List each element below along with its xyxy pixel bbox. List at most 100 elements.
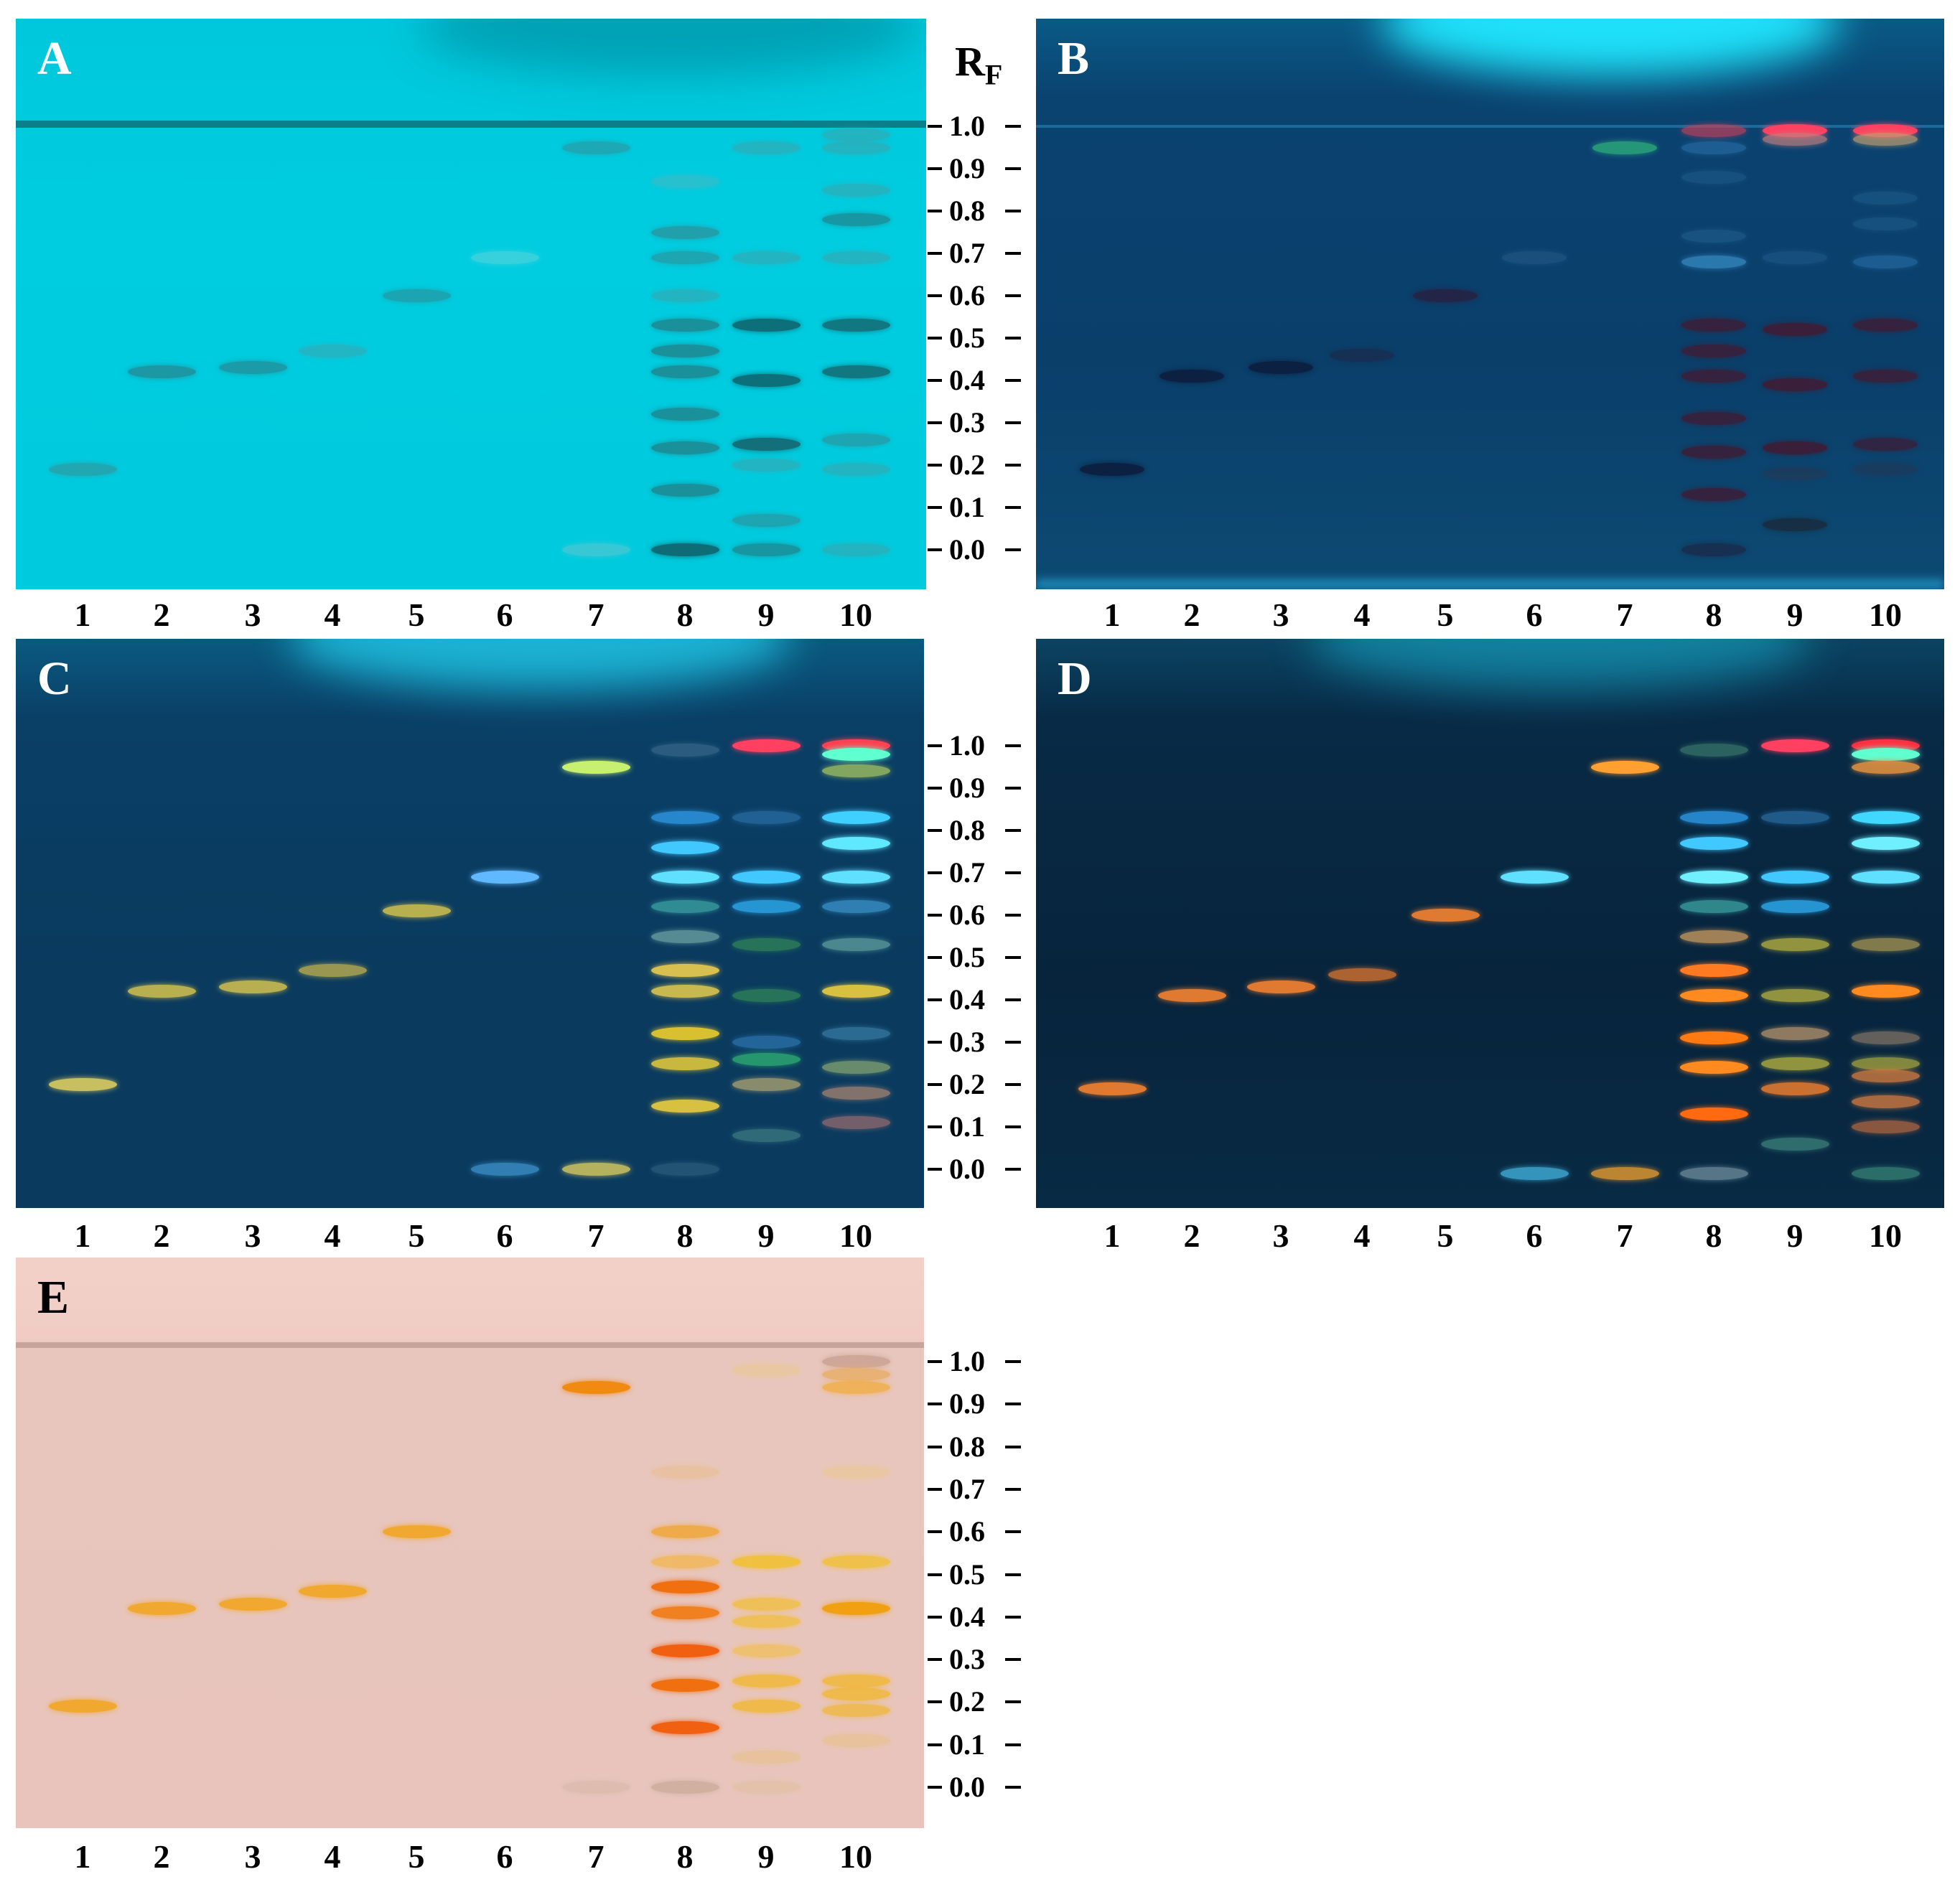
rf-tick-label: 0.1 [949,1110,985,1143]
rf-tick-label: 0.8 [949,195,985,227]
plate-b-background [1036,19,1944,589]
band-c-lane-8-15 [650,963,719,977]
band-e-lane-3-2 [218,1598,287,1611]
band-d-lane-9-26 [1760,989,1829,1003]
plate-e-background [16,1258,924,1828]
band-b-lane-8-11 [1681,255,1746,268]
band-d-lane-8-16 [1679,989,1748,1003]
band-d-lane-9-22 [1760,811,1829,825]
rf-tick-mark [928,337,942,340]
band-b-lane-9-25 [1763,467,1827,480]
band-c-lane-9-24 [732,900,801,914]
rf-tick-mark [1005,464,1021,467]
band-e-lane-8-9 [650,1555,719,1568]
band-c-lane-9-21 [732,739,801,752]
lane-label-c-6: 6 [496,1217,513,1254]
plate-d: D [1036,639,1944,1208]
band-a-lane-8-14 [650,365,719,379]
rf-tick-mark [928,744,942,747]
rf-axis-title-main: R [955,38,985,85]
rf-tick-mark [928,252,942,255]
lane-label-a-1: 1 [74,596,91,633]
band-d-lane-8-14 [1679,930,1748,943]
band-c-lane-8-20 [650,1163,719,1176]
band-c-lane-10-38 [821,938,890,952]
band-e-lane-1-0 [48,1700,117,1713]
band-c-lane-10-32 [821,747,890,761]
band-d-lane-8-15 [1679,963,1748,977]
band-e-lane-10-32 [821,1687,890,1700]
band-b-lane-8-13 [1681,344,1746,357]
band-c-lane-8-12 [650,870,719,884]
rf-tick-label: 0.4 [949,1600,985,1633]
band-a-lane-8-15 [650,408,719,421]
rf-tick-label: 0.7 [949,237,985,269]
rf-tick-mark [1005,1786,1021,1789]
band-b-lane-8-10 [1681,230,1746,243]
band-a-lane-7-6 [561,141,630,154]
band-a-lane-9-20 [732,250,801,264]
band-a-lane-8-9 [650,225,719,239]
band-d-lane-10-36 [1851,870,1920,884]
band-c-lane-4-3 [298,963,367,977]
band-b-lane-8-15 [1681,412,1746,426]
lane-label-a-2: 2 [153,596,170,633]
plate-b-label: B [1058,32,1090,85]
rf-tick-label: 1.0 [949,110,985,142]
rf-tick-label: 0.5 [949,322,985,354]
band-c-lane-10-43 [821,1116,890,1130]
band-d-lane-8-18 [1679,1061,1748,1074]
band-c-lane-10-42 [821,1086,890,1100]
lane-label-b-1: 1 [1103,596,1121,633]
rf-tick-mark [928,956,942,959]
band-b-lane-9-24 [1763,441,1827,455]
lane-label-e-6: 6 [496,1838,513,1875]
band-b-lane-10-33 [1853,370,1918,383]
rf-tick-mark [928,210,942,212]
band-b-lane-10-35 [1853,462,1918,476]
lane-label-b-7: 7 [1616,596,1633,633]
lane-label-b-9: 9 [1786,596,1803,633]
band-a-lane-9-21 [732,319,801,332]
rf-tick-label: 0.8 [949,1430,985,1463]
band-d-lane-1-0 [1078,1082,1147,1095]
band-d-lane-7-8 [1590,1166,1659,1180]
lane-label-e-7: 7 [587,1838,605,1875]
plate-a-background [16,19,926,589]
rf-tick-mark [1005,167,1021,170]
rf-tick-label: 1.0 [949,1345,985,1377]
lane-label-a-7: 7 [587,596,605,633]
band-d-lane-4-3 [1327,968,1396,981]
plate-c-label: C [37,652,72,705]
band-a-lane-1-0 [48,462,117,476]
band-e-lane-4-3 [298,1585,367,1598]
lane-label-b-4: 4 [1353,596,1371,633]
plate-a: A [16,19,926,589]
band-a-lane-8-12 [650,319,719,332]
band-c-lane-1-0 [48,1078,117,1091]
lane-label-b-10: 10 [1869,596,1902,633]
band-e-lane-10-29 [821,1555,890,1568]
band-c-lane-10-36 [821,870,890,884]
band-d-lane-2-1 [1157,989,1226,1003]
plate-b-solvent-front [1036,125,1944,128]
band-a-lane-9-24 [732,459,801,472]
band-c-lane-10-37 [821,900,890,914]
band-c-lane-6-6 [470,1163,539,1176]
band-b-lane-10-31 [1853,255,1918,268]
band-a-lane-6-5 [470,250,539,264]
band-b-lane-8-9 [1681,170,1746,184]
band-a-lane-10-32 [821,319,890,332]
rf-tick-mark [1005,1360,1021,1363]
band-a-lane-9-23 [732,437,801,451]
lane-label-d-1: 1 [1103,1217,1121,1254]
band-b-lane-9-21 [1763,250,1827,264]
band-c-lane-8-9 [650,743,719,757]
band-d-lane-10-41 [1851,1069,1920,1083]
rf-tick-label: 0.3 [949,1026,985,1058]
band-e-lane-7-6 [561,1781,630,1794]
band-c-lane-8-14 [650,930,719,943]
rf-tick-label: 0.0 [949,533,985,566]
band-e-lane-10-34 [821,1733,890,1747]
band-d-lane-5-4 [1411,909,1480,922]
